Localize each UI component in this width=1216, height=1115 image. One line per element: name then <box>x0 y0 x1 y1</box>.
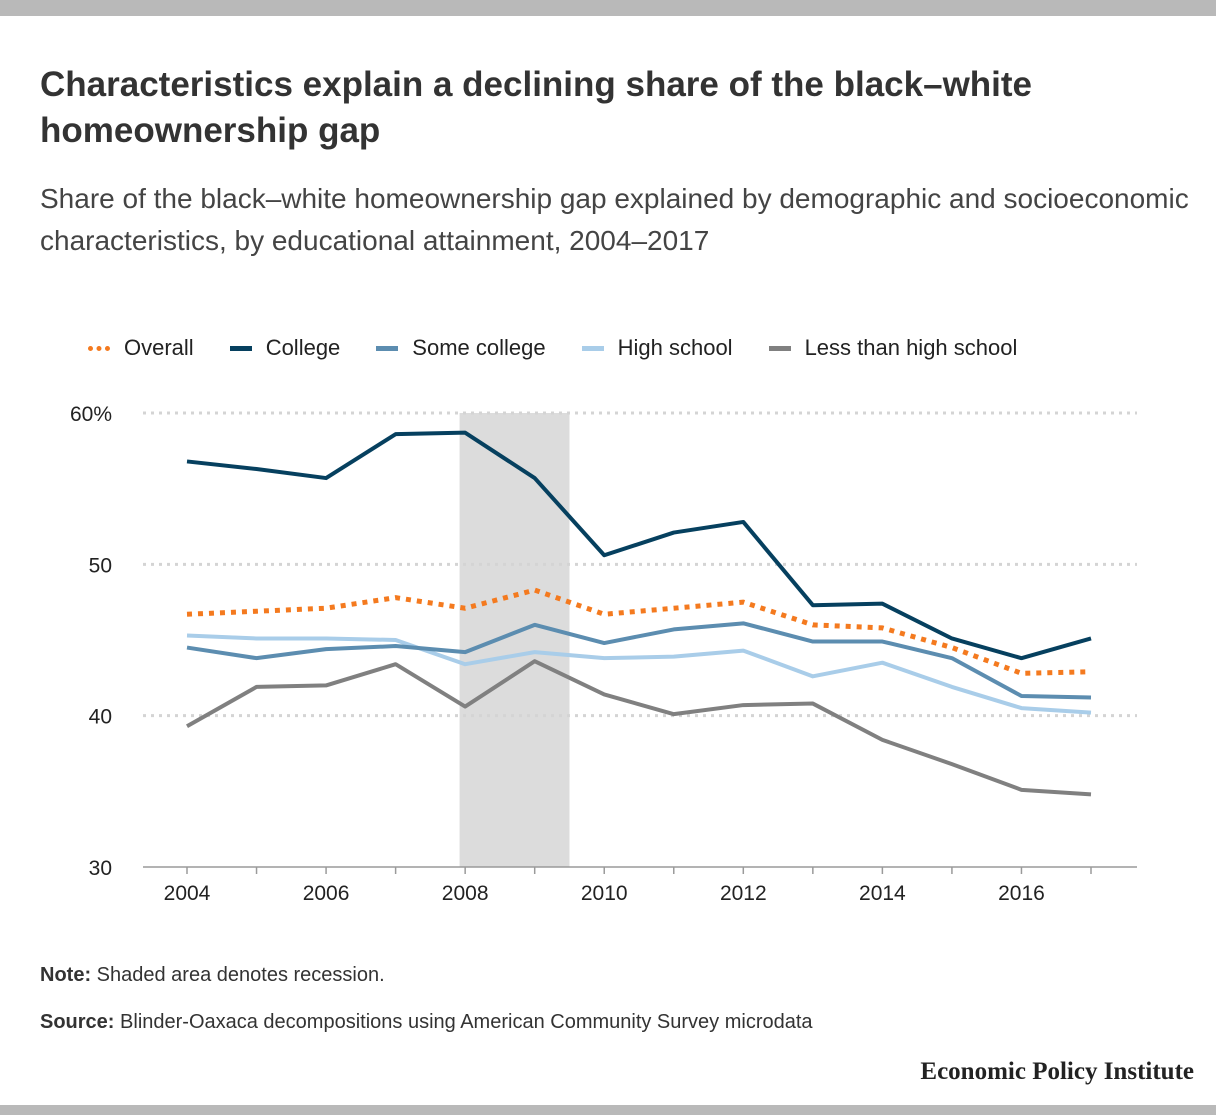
legend-label: Less than high school <box>804 335 1018 360</box>
legend: Overall College Some college High school Les… <box>88 333 1053 363</box>
legend-label: High school <box>617 335 733 360</box>
x-tick-label: 2004 <box>164 882 211 905</box>
legend-item-college: College <box>229 335 341 361</box>
legend-swatch <box>229 345 252 351</box>
legend-swatch <box>88 345 110 351</box>
legend-swatch <box>581 345 604 351</box>
legend-label: Some college <box>412 335 546 360</box>
x-tick-label: 2014 <box>859 882 906 905</box>
y-tick-label: 50 <box>89 554 112 577</box>
chart-subtitle: Share of the black–white homeownership g… <box>40 183 1189 256</box>
legend-swatch <box>768 345 791 351</box>
legend-swatch <box>376 345 399 351</box>
series-line-college <box>186 430 1092 661</box>
brand-logo: Economic Policy Institute <box>920 1058 1194 1085</box>
series-line-less-than-high-school <box>186 659 1092 797</box>
series-line-high-school <box>186 633 1092 715</box>
legend-item-high-school: High school <box>581 335 733 361</box>
legend-item-some-college: Some college <box>376 335 546 361</box>
legend-label: College <box>265 335 341 360</box>
source-label: Source: <box>40 1011 115 1033</box>
y-tick-label: 60% <box>70 403 112 426</box>
x-tick-label: 2010 <box>581 882 628 905</box>
legend-item-less-than-high-school: Less than high school <box>768 335 1018 361</box>
source: Source: Blinder-Oaxaca decompositions us… <box>40 1011 813 1034</box>
bottom-border <box>0 1105 1216 1115</box>
x-tick-label: 2008 <box>442 882 489 905</box>
x-tick-label: 2006 <box>303 882 350 905</box>
y-tick-label: 30 <box>89 857 112 880</box>
note-label: Note: <box>40 964 92 986</box>
note: Note: Shaded area denotes recession. <box>40 964 385 987</box>
top-border <box>0 0 1216 16</box>
chart-title: Characteristics explain a declining shar… <box>40 65 1033 150</box>
legend-label: Overall <box>124 335 194 360</box>
source-text: Blinder-Oaxaca decompositions using Amer… <box>120 1011 813 1033</box>
series-line-some-college <box>186 621 1092 700</box>
legend-item-overall: Overall <box>88 335 194 361</box>
note-text: Shaded area denotes recession. <box>96 964 385 986</box>
y-tick-label: 40 <box>89 706 112 729</box>
recession-band <box>459 413 570 867</box>
x-tick-label: 2012 <box>720 882 767 905</box>
x-tick-label: 2016 <box>998 882 1045 905</box>
